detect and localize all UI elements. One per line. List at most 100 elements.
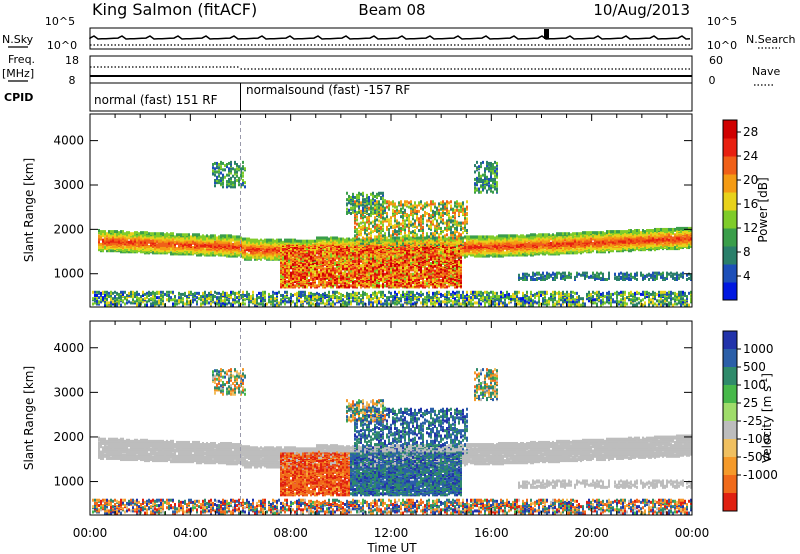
power-cell (126, 231, 128, 235)
power-cell (190, 250, 192, 254)
power-cell (348, 273, 350, 277)
power-cell (144, 297, 146, 301)
power-cell (172, 298, 174, 302)
power-cell (218, 291, 220, 295)
power-cell (228, 236, 230, 240)
power-cell (374, 237, 376, 241)
power-cell (360, 250, 362, 254)
power-cell (352, 249, 354, 253)
power-cell (118, 231, 120, 235)
power-cell (230, 160, 232, 164)
power-cell (248, 292, 250, 296)
power-cell (358, 206, 360, 210)
power-cell (288, 297, 290, 301)
power-cell (386, 252, 388, 256)
power-cell (264, 290, 266, 294)
power-cell (374, 296, 376, 300)
power-cell (236, 174, 238, 178)
power-cell (320, 266, 322, 270)
power-cell (120, 293, 122, 297)
power-cell (150, 246, 152, 250)
power-cell (226, 291, 228, 295)
power-cell (282, 263, 284, 267)
power-cell (386, 263, 388, 267)
power-cell (198, 291, 200, 295)
power-cell (242, 174, 244, 178)
power-cell (124, 234, 126, 238)
power-cell (232, 185, 234, 189)
power-cell (378, 301, 380, 305)
power-cell (146, 231, 148, 235)
power-cell (394, 211, 396, 215)
power-cell (354, 200, 356, 204)
power-cell (202, 291, 204, 295)
power-cell (290, 271, 292, 275)
power-cell (362, 259, 364, 263)
power-cell (98, 248, 100, 252)
power-cell (318, 283, 320, 287)
power-cell (344, 264, 346, 268)
power-cell (124, 246, 126, 250)
power-cell (374, 263, 376, 267)
power-cell (246, 239, 248, 243)
power-cell (396, 259, 398, 263)
power-cell (112, 244, 114, 248)
power-cell (94, 290, 96, 294)
power-cell (380, 231, 382, 235)
power-cell (372, 224, 374, 228)
power-cell (286, 280, 288, 284)
power-cell (212, 169, 214, 173)
power-cell (394, 236, 396, 240)
power-cell (216, 165, 218, 169)
power-cell (382, 191, 384, 195)
power-cell (120, 297, 122, 301)
power-cell (400, 268, 402, 272)
power-cell (282, 293, 284, 297)
power-cell (298, 257, 300, 261)
power-cell (372, 303, 374, 307)
power-cell (366, 196, 368, 200)
power-cell (336, 284, 338, 288)
power-cell (334, 250, 336, 254)
power-cell (110, 230, 112, 234)
power-cell (170, 290, 172, 294)
power-cell (176, 233, 178, 237)
power-cell (394, 223, 396, 227)
power-cell (336, 299, 338, 303)
power-cell (376, 235, 378, 239)
power-cell (376, 268, 378, 272)
power-cell (370, 297, 372, 301)
power-cell (160, 232, 162, 236)
power-cell (132, 298, 134, 302)
power-cell (354, 272, 356, 276)
power-cell (388, 302, 390, 306)
power-cell (388, 267, 390, 271)
power-cell (228, 161, 230, 165)
power-cell (366, 226, 368, 230)
power-cell (360, 216, 362, 220)
power-cell (242, 181, 244, 185)
power-cell (280, 302, 282, 306)
power-cell (318, 236, 320, 240)
power-cell (374, 265, 376, 269)
power-cell (152, 301, 154, 305)
power-cell (194, 298, 196, 302)
power-cell (184, 302, 186, 306)
power-cell (394, 225, 396, 229)
power-cell (294, 243, 296, 247)
power-cell (378, 263, 380, 267)
power-cell (252, 249, 254, 253)
power-cell (382, 223, 384, 227)
power-cell (306, 266, 308, 270)
power-cell (366, 270, 368, 274)
power-cell (296, 297, 298, 301)
power-cell (228, 182, 230, 186)
power-cell (110, 290, 112, 294)
power-cell (150, 297, 152, 301)
power-cell (122, 237, 124, 241)
power-cell (288, 268, 290, 272)
power-cell (392, 278, 394, 282)
power-cell (388, 290, 390, 294)
power-cell (218, 296, 220, 300)
power-cell (180, 233, 182, 237)
